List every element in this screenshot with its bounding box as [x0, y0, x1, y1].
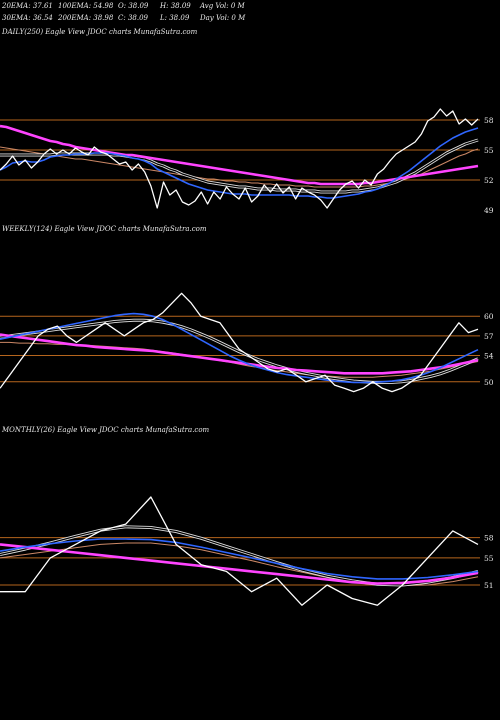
weekly-ema200-line — [0, 333, 479, 375]
weekly-ytick-label: 57 — [484, 332, 494, 341]
weekly-panel: 60 57 54 50 — [0, 292, 494, 393]
monthly-price-line — [0, 496, 479, 606]
daily-ytick-label: 49 — [484, 206, 494, 215]
monthly-ema200-line — [0, 543, 479, 585]
monthly-ytick-label: 55 — [484, 554, 494, 563]
weekly-price-line — [0, 292, 479, 393]
daily-ytick-label: 52 — [484, 176, 494, 185]
header-30ema: 30EMA: 36.54 — [2, 14, 53, 22]
daily-ema20-line — [0, 127, 479, 199]
monthly-panel-title: MONTHLY(26) Eagle View JDOC charts Munaf… — [1, 426, 210, 434]
weekly-ytick-label: 50 — [484, 378, 494, 387]
monthly-ytick-label: 58 — [484, 534, 494, 543]
header-open: O: 38.09 — [118, 2, 149, 10]
daily-ema200-line — [0, 124, 479, 186]
header-20ema: 20EMA: 37.61 — [1, 2, 53, 10]
header-100ema: 100EMA: 54.98 — [58, 2, 114, 10]
header-low: L: 38.09 — [159, 14, 190, 22]
header-day-vol: Day Vol: 0 M — [199, 14, 246, 22]
daily-ytick-label: 58 — [484, 116, 494, 125]
weekly-ema20-line — [0, 312, 479, 384]
monthly-ytick-label: 51 — [484, 581, 494, 590]
monthly-ema20-line — [0, 538, 479, 580]
weekly-ema30-line-inner — [0, 319, 479, 383]
daily-panel-title: DAILY(250) Eagle View JDOC charts Munafa… — [1, 28, 198, 36]
weekly-panel-title: WEEKLY(124) Eagle View JDOC charts Munaf… — [2, 225, 207, 233]
header-close: C: 38.09 — [118, 14, 149, 22]
weekly-ytick-label: 54 — [484, 352, 494, 361]
monthly-panel: 58 55 51 — [0, 496, 494, 606]
daily-price-line — [0, 108, 479, 209]
header-200ema: 200EMA: 38.98 — [57, 14, 114, 22]
header-avg-vol: Avg Vol: 0 M — [199, 2, 246, 10]
weekly-ytick-label: 60 — [484, 312, 494, 321]
daily-panel: 58 55 52 49 — [0, 108, 494, 215]
header-high: H: 38.09 — [159, 2, 191, 10]
daily-ytick-label: 55 — [484, 146, 494, 155]
monthly-ema30-line-inner — [0, 526, 479, 586]
